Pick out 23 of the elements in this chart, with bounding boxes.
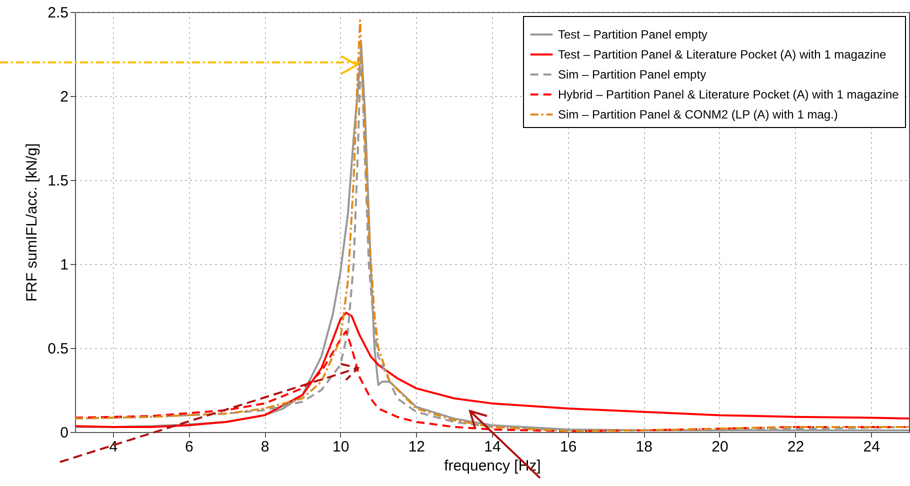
y-tick-label: 0.5 [48,340,68,358]
legend-label: Sim – Partition Panel & CONM2 (LP (A) with 1 mag.) [558,108,838,122]
x-tick-label: 24 [863,438,880,456]
y-axis-title: FRF sumIFL/acc. [kN/g] [24,143,41,302]
x-tick-label: 18 [636,438,652,456]
y-tick-label: 1 [60,256,68,274]
legend-label: Sim – Partition Panel empty [558,68,706,82]
y-tick-label: 2.5 [48,4,68,22]
legend-label: Test – Partition Panel empty [558,28,708,42]
x-tick-label: 10 [332,438,350,456]
x-tick-label: 16 [560,438,577,456]
legend-label: Hybrid – Partition Panel & Literature Pocket (A) with 1 magazine [558,88,900,102]
x-tick-label: 12 [408,438,426,456]
x-tick-label: 6 [185,438,194,456]
line-series [74,312,910,428]
x-tick-label: 20 [712,438,728,456]
y-tick-label: 0 [60,424,68,442]
y-tick-label: 2 [60,88,68,106]
x-tick-label: 8 [260,438,270,456]
y-tick-label: 1.5 [48,172,68,190]
x-tick-label: 22 [787,438,804,456]
legend-label: Test – Partition Panel & Literature Pocket (A) with 1 magazine [558,48,886,62]
x-tick-label: 14 [484,438,501,456]
